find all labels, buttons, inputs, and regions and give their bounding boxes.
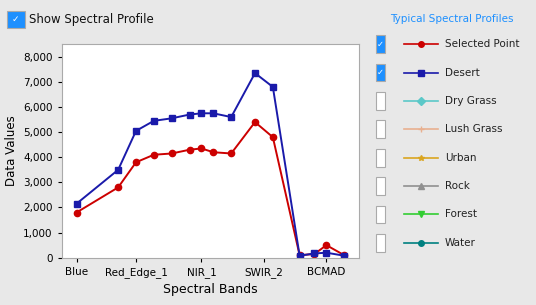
Desert: [198, 111, 205, 115]
Desert: [151, 119, 157, 123]
Bar: [376, 35, 385, 53]
Desert: [296, 254, 303, 257]
Text: ✓: ✓: [377, 40, 384, 49]
Bar: [376, 149, 385, 167]
Desert: [73, 202, 80, 206]
Desert: [133, 129, 139, 133]
Text: Typical Spectral Profiles: Typical Spectral Profiles: [390, 14, 513, 24]
Selected Point: [73, 211, 80, 214]
Selected Point: [115, 185, 121, 189]
Desert: [228, 115, 234, 119]
Text: Forest: Forest: [445, 210, 477, 219]
Selected Point: [133, 160, 139, 164]
Desert: [323, 251, 330, 255]
Desert: [252, 71, 258, 75]
Desert: [311, 252, 318, 255]
Line: Desert: Desert: [73, 70, 347, 259]
Selected Point: [187, 148, 193, 152]
Selected Point: [198, 147, 205, 150]
Text: Selected Point: Selected Point: [445, 39, 519, 49]
Selected Point: [323, 243, 330, 247]
Selected Point: [210, 150, 217, 154]
Desert: [168, 117, 175, 120]
Text: Desert: Desert: [445, 68, 480, 77]
Selected Point: [270, 135, 276, 139]
Desert: [115, 168, 121, 172]
Bar: [376, 92, 385, 110]
Desert: [187, 113, 193, 117]
Text: ✓: ✓: [12, 15, 19, 24]
Selected Point: [341, 253, 347, 257]
Bar: [376, 64, 385, 81]
Desert: [341, 254, 347, 257]
Bar: [376, 234, 385, 252]
Text: Rock: Rock: [445, 181, 470, 191]
X-axis label: Spectral Bands: Spectral Bands: [163, 283, 258, 296]
Text: Dry Grass: Dry Grass: [445, 96, 496, 106]
Text: ✓: ✓: [377, 68, 384, 77]
Text: Water: Water: [445, 238, 476, 248]
Selected Point: [252, 120, 258, 124]
Selected Point: [151, 153, 157, 156]
Text: Show Spectral Profile: Show Spectral Profile: [29, 13, 154, 26]
Y-axis label: Data Values: Data Values: [5, 116, 18, 186]
Selected Point: [311, 252, 318, 256]
Selected Point: [168, 152, 175, 155]
Selected Point: [296, 253, 303, 257]
Desert: [270, 85, 276, 89]
Desert: [210, 111, 217, 115]
Text: Lush Grass: Lush Grass: [445, 124, 502, 134]
Text: Urban: Urban: [445, 153, 477, 163]
Bar: [376, 120, 385, 138]
Bar: [376, 177, 385, 195]
Selected Point: [228, 152, 234, 155]
Bar: [376, 206, 385, 223]
Line: Selected Point: Selected Point: [73, 119, 347, 258]
